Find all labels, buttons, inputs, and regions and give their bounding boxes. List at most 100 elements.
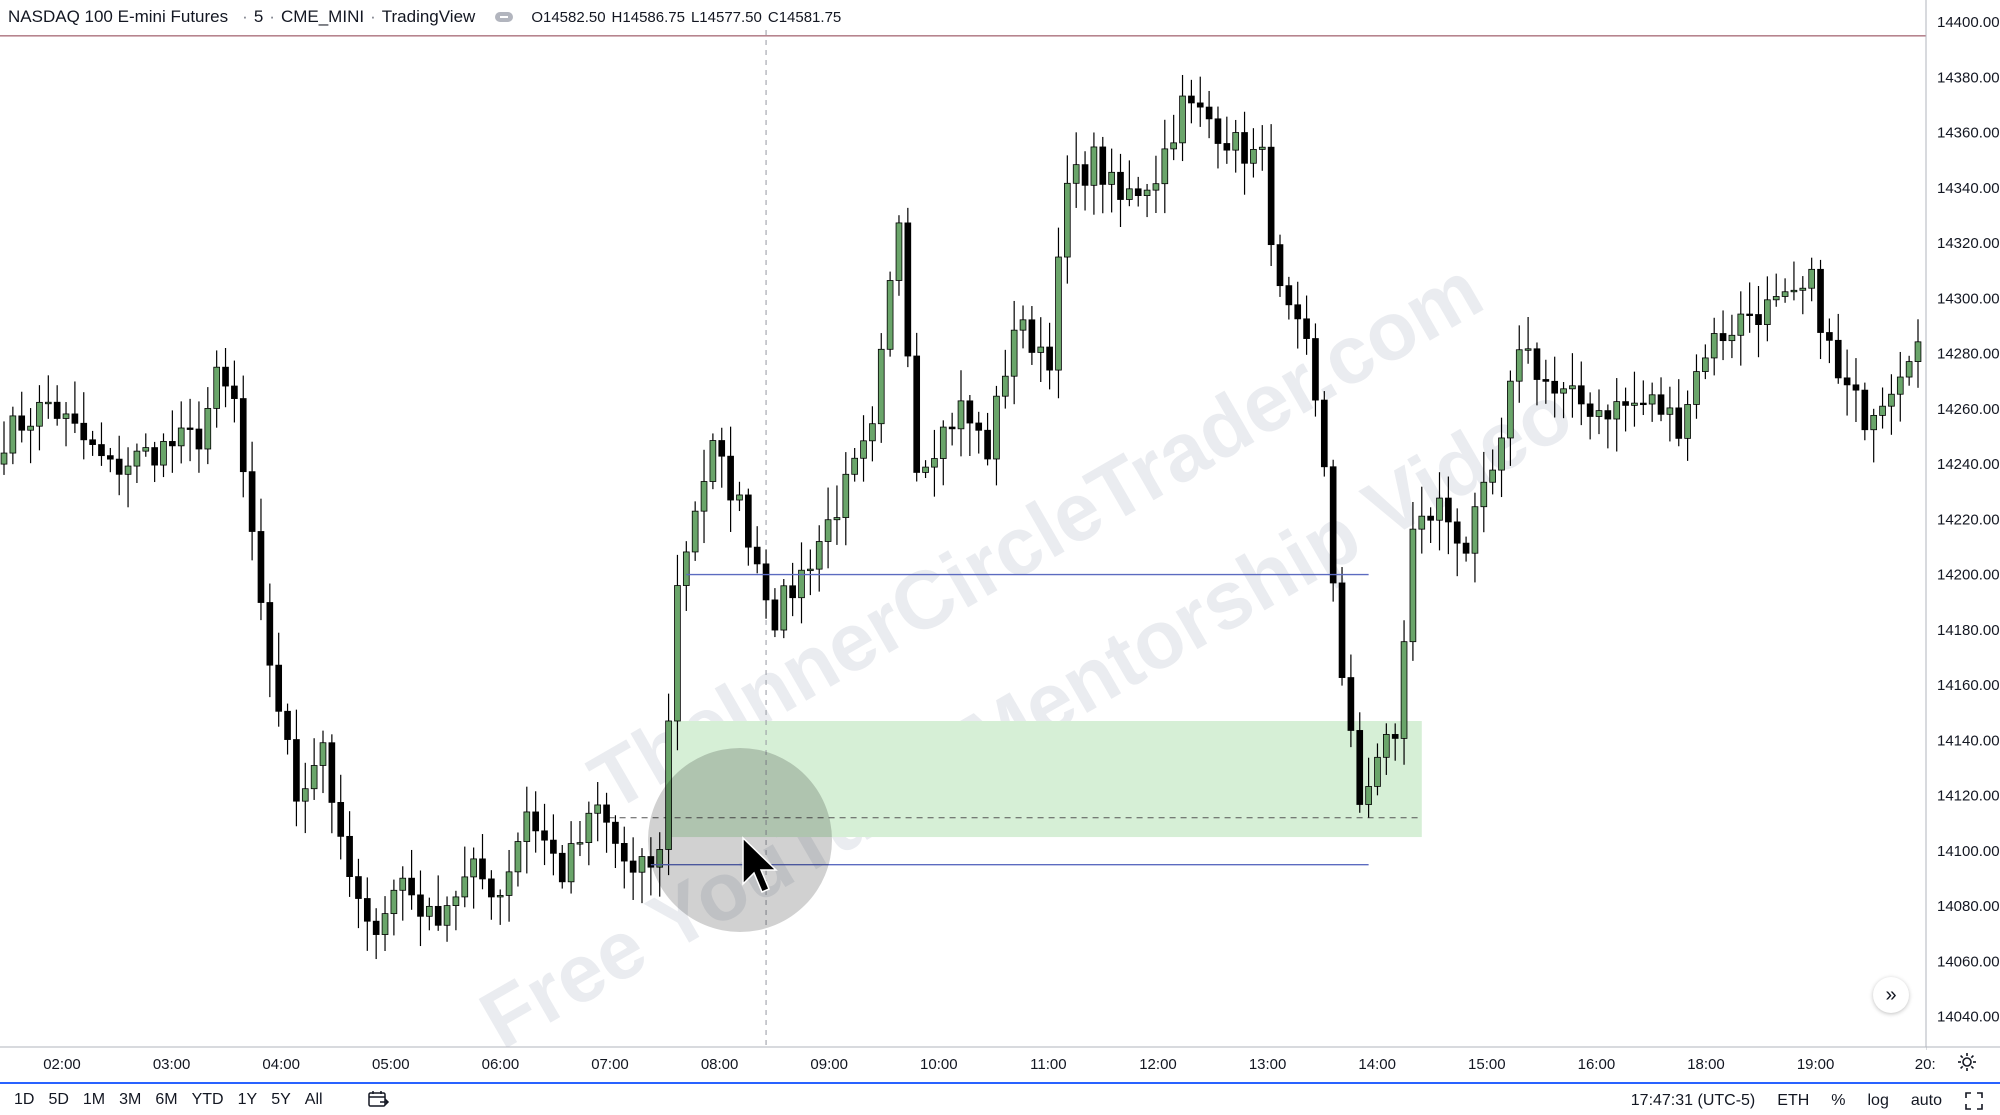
candle — [1453, 508, 1461, 577]
candle — [381, 896, 389, 951]
candle — [390, 879, 398, 936]
candle — [612, 815, 619, 869]
range-button-6m[interactable]: 6M — [155, 1091, 178, 1108]
calendar-goto-icon[interactable] — [368, 1090, 390, 1108]
range-button-1m[interactable]: 1M — [82, 1091, 106, 1108]
candle-body-down — [966, 400, 974, 424]
exchange-label: CME_MINI — [280, 7, 365, 26]
range-button-5y[interactable]: 5Y — [271, 1091, 291, 1108]
candle — [417, 870, 424, 947]
candle-body-up — [1666, 407, 1674, 415]
candle-body-down — [80, 422, 88, 441]
candle — [1019, 305, 1027, 349]
candle-body-up — [1648, 394, 1656, 405]
candle-body-up — [869, 423, 876, 442]
symbol-name[interactable]: NASDAQ 100 E-mini Futures — [8, 7, 229, 26]
range-button-1d[interactable]: 1D — [14, 1091, 35, 1108]
candle-body-down — [89, 439, 96, 445]
candle-body-up — [1905, 361, 1913, 378]
candle-body-down — [727, 455, 734, 501]
candle-body-up — [1170, 142, 1177, 150]
candle — [1312, 323, 1319, 417]
price-tick-label: 14180.00 — [1937, 622, 2000, 639]
price-tick-label: 14400.00 — [1937, 14, 2000, 31]
candle — [1347, 654, 1355, 748]
candle — [213, 350, 220, 428]
candle — [1693, 354, 1700, 419]
candle-body-up — [824, 519, 832, 542]
bottom-toolbar: 1D 5D 1M 3M 6M YTD 1Y 5Y All 17:47:31 (UTC-5) ET… — [0, 1082, 2000, 1115]
price-tick-label: 14260.00 — [1937, 401, 2000, 418]
time-tick-label: 11:00 — [1030, 1056, 1066, 1073]
candle — [293, 709, 300, 827]
cursor-highlight — [648, 748, 832, 932]
candle — [1648, 382, 1656, 422]
candle-body-up — [780, 585, 788, 631]
percent-scale-toggle[interactable]: % — [1831, 1092, 1846, 1109]
fullscreen-icon[interactable] — [1964, 1091, 1984, 1111]
candle-body-down — [753, 546, 761, 565]
candle-body-down — [195, 428, 203, 450]
candle-body-up — [310, 765, 318, 790]
time-tick-label: 09:00 — [810, 1056, 848, 1073]
range-button-1y[interactable]: 1Y — [237, 1091, 258, 1108]
candle — [505, 849, 513, 922]
candle — [984, 412, 991, 466]
mouse-cursor — [648, 748, 832, 932]
candle-body-up — [1010, 329, 1018, 377]
candle-body-up — [1090, 146, 1098, 186]
candle — [877, 333, 885, 443]
candle — [1595, 389, 1603, 435]
candle-body-down — [1312, 338, 1319, 401]
price-axis[interactable]: 14400.00 14380.00 14360.00 14340.00 14320.00… — [1925, 0, 2000, 1082]
candle-body-down — [488, 878, 495, 898]
collapse-legend-icon[interactable] — [495, 12, 514, 22]
candle-body-down — [408, 877, 415, 896]
candle — [904, 207, 912, 368]
candle-body-down — [1586, 403, 1594, 417]
range-button-ytd[interactable]: YTD — [191, 1091, 224, 1108]
gear-icon[interactable] — [1956, 1051, 1978, 1073]
candle — [1905, 355, 1913, 386]
candle — [638, 848, 646, 904]
time-tick-label: 16:00 — [1578, 1056, 1616, 1073]
candle-body-down — [186, 427, 194, 430]
candle — [1489, 449, 1496, 495]
candle-body-down — [328, 742, 336, 803]
clock-timezone[interactable]: 17:47:31 (UTC-5) — [1630, 1092, 1756, 1109]
candle — [399, 866, 407, 921]
time-axis[interactable]: 02:00 03:00 04:00 05:00 06:00 07:00 08:00 09:00… — [0, 1046, 2000, 1082]
range-button-3m[interactable]: 3M — [119, 1091, 142, 1108]
chevron-double-right-icon: » — [1885, 983, 1897, 1006]
auto-scale-toggle[interactable]: auto — [1910, 1092, 1942, 1109]
range-button-5d[interactable]: 5D — [48, 1091, 69, 1108]
candle — [771, 588, 779, 638]
candle-body-up — [496, 895, 504, 898]
candle-body-up — [665, 720, 672, 850]
candle — [1010, 300, 1018, 405]
candle-body-up — [1037, 346, 1045, 353]
scroll-to-realtime-button[interactable]: » — [1873, 977, 1909, 1013]
time-tick-label: 10:00 — [920, 1056, 958, 1073]
candle-body-up — [1480, 481, 1488, 508]
session-toggle[interactable]: ETH — [1777, 1092, 1810, 1109]
candle — [186, 398, 194, 462]
candle-body-up — [851, 457, 858, 475]
range-button-all[interactable]: All — [304, 1091, 323, 1108]
candle-body-down — [363, 898, 371, 922]
candle — [709, 433, 717, 490]
candle-body-down — [1347, 677, 1355, 731]
interval-label[interactable]: 5 — [253, 7, 264, 26]
candle — [869, 406, 876, 462]
time-tick-label: 07:00 — [591, 1056, 629, 1073]
candle — [1826, 318, 1833, 364]
candle — [665, 693, 672, 876]
candle — [1781, 278, 1789, 303]
log-scale-toggle[interactable]: log — [1867, 1092, 1889, 1109]
candle-body-down — [1577, 385, 1585, 405]
price-tick-label: 14060.00 — [1937, 953, 2000, 970]
candle — [169, 410, 176, 473]
candle — [939, 420, 947, 486]
candle — [620, 826, 628, 889]
